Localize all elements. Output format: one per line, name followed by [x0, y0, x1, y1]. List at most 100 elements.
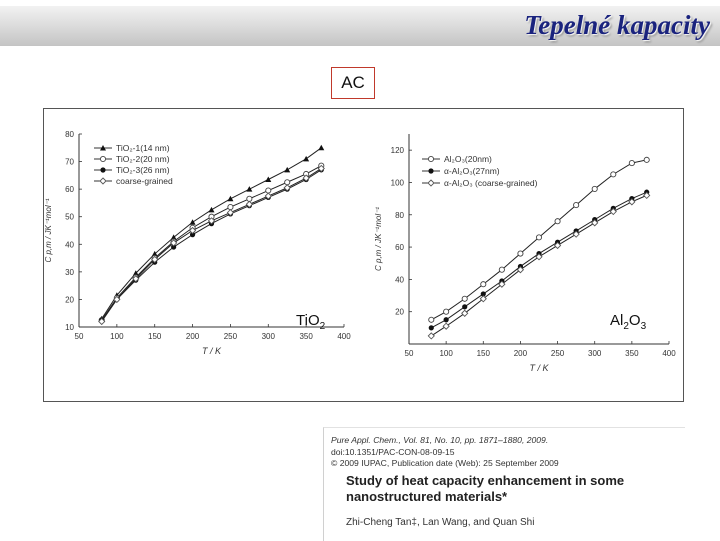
legend-marker	[427, 179, 435, 187]
data-point	[170, 239, 178, 247]
data-point	[643, 156, 650, 163]
data-point	[480, 291, 486, 297]
y-tick-label: 40	[395, 275, 404, 284]
x-tick-label: 150	[148, 332, 162, 341]
citation-authors: Zhi-Cheng Tan‡, Lan Wang, and Quan Shi	[346, 517, 535, 528]
data-point	[246, 186, 253, 192]
al2o3-heat-capacity-chart: 50 100 150 200 250 300 350 400 20 40 60 80 100 120 T /…	[374, 134, 676, 373]
citation-journal: Pure Appl. Chem., Vol. 81, No. 10, pp. 1…	[331, 435, 549, 445]
data-point	[443, 317, 449, 323]
data-point	[610, 171, 617, 178]
data-point	[462, 304, 468, 310]
data-point	[461, 295, 468, 302]
citation-title: Study of heat capacity enhancement in so…	[346, 473, 625, 504]
x-tick-label: 50	[75, 332, 84, 341]
y-tick-label: 20	[65, 295, 74, 304]
data-point	[284, 179, 291, 186]
data-point	[461, 309, 469, 317]
data-point	[317, 164, 325, 173]
data-point	[443, 308, 450, 315]
series-1	[428, 156, 650, 323]
data-point	[516, 266, 525, 274]
x-tick-label: 300	[588, 349, 602, 358]
data-point	[303, 155, 310, 162]
data-point	[517, 250, 524, 257]
x-tick-label: 150	[477, 349, 491, 358]
y-axis-label: C p,m / JK⁻¹mol⁻¹	[374, 207, 383, 271]
legend-entry: TiO₂-3(26 nm)	[116, 165, 170, 175]
x-axis-label: T / K	[529, 363, 549, 373]
data-point	[188, 226, 197, 235]
data-point	[246, 195, 253, 202]
x-tick-label: 250	[224, 332, 238, 341]
data-point	[553, 241, 562, 250]
data-point	[628, 198, 636, 206]
x-axis-label: T / K	[202, 346, 222, 356]
data-point	[265, 176, 272, 182]
x-tick-label: 350	[625, 349, 639, 358]
y-tick-label: 30	[65, 268, 74, 277]
data-point	[151, 255, 159, 264]
legend-marker	[100, 145, 106, 151]
y-tick-label: 70	[65, 158, 74, 167]
data-point	[113, 295, 121, 304]
data-point	[284, 166, 291, 173]
data-point	[498, 266, 505, 273]
x-tick-label: 50	[405, 349, 414, 358]
y-tick-label: 20	[395, 308, 404, 317]
citation-box: Pure Appl. Chem., Vol. 81, No. 10, pp. 1…	[323, 427, 685, 541]
y-tick-label: 10	[65, 323, 74, 332]
legend-marker	[99, 155, 107, 163]
overlay-compound-label: TiO2	[296, 312, 326, 332]
legend-entry: coarse-grained	[116, 176, 173, 186]
series-2	[98, 162, 325, 324]
data-point	[609, 207, 617, 216]
data-point	[98, 317, 106, 326]
citation-doi: doi:10.1351/PAC-CON-08-09-15	[331, 447, 455, 457]
y-tick-label: 120	[391, 146, 405, 155]
data-point	[265, 187, 272, 194]
data-point	[535, 253, 543, 261]
legend-marker	[427, 155, 435, 163]
data-point	[189, 232, 196, 238]
data-point	[572, 230, 580, 238]
y-tick-label: 60	[65, 185, 74, 194]
data-point	[207, 217, 216, 225]
legend-marker	[428, 168, 434, 174]
data-point	[227, 204, 234, 211]
data-point	[428, 316, 435, 323]
data-point	[427, 332, 435, 340]
y-tick-label: 40	[65, 240, 74, 249]
x-tick-label: 300	[262, 332, 276, 341]
y-tick-label: 80	[395, 211, 404, 220]
data-point	[189, 219, 196, 225]
x-tick-label: 100	[439, 349, 453, 358]
page-title: Tepelné kapacity	[524, 10, 710, 40]
series-3	[99, 167, 324, 323]
data-point	[318, 144, 325, 151]
y-tick-label: 80	[65, 130, 74, 139]
data-point	[171, 244, 177, 250]
data-point	[428, 325, 434, 331]
ac-label-box: AC	[331, 67, 375, 99]
data-point	[132, 275, 140, 283]
legend-entry: TiO₂-1(14 nm)	[116, 143, 170, 153]
data-point	[591, 185, 598, 192]
citation-copyright: © 2009 IUPAC, Publication date (Web): 25…	[331, 458, 559, 468]
x-tick-label: 400	[337, 332, 351, 341]
x-tick-label: 400	[662, 349, 676, 358]
y-tick-label: 60	[395, 243, 404, 252]
x-tick-label: 200	[514, 349, 528, 358]
data-point	[643, 191, 651, 200]
data-point	[628, 160, 635, 167]
data-point	[480, 281, 487, 288]
legend-entry: α-Al₂O₃ (coarse-grained)	[444, 178, 538, 188]
x-tick-label: 250	[551, 349, 565, 358]
data-point	[283, 184, 291, 192]
header-bar	[0, 6, 720, 46]
data-point	[227, 195, 234, 202]
legend-marker	[100, 167, 106, 173]
overlay-compound-label: Al2O3	[610, 312, 647, 332]
data-point	[151, 250, 158, 257]
data-point	[264, 192, 272, 200]
